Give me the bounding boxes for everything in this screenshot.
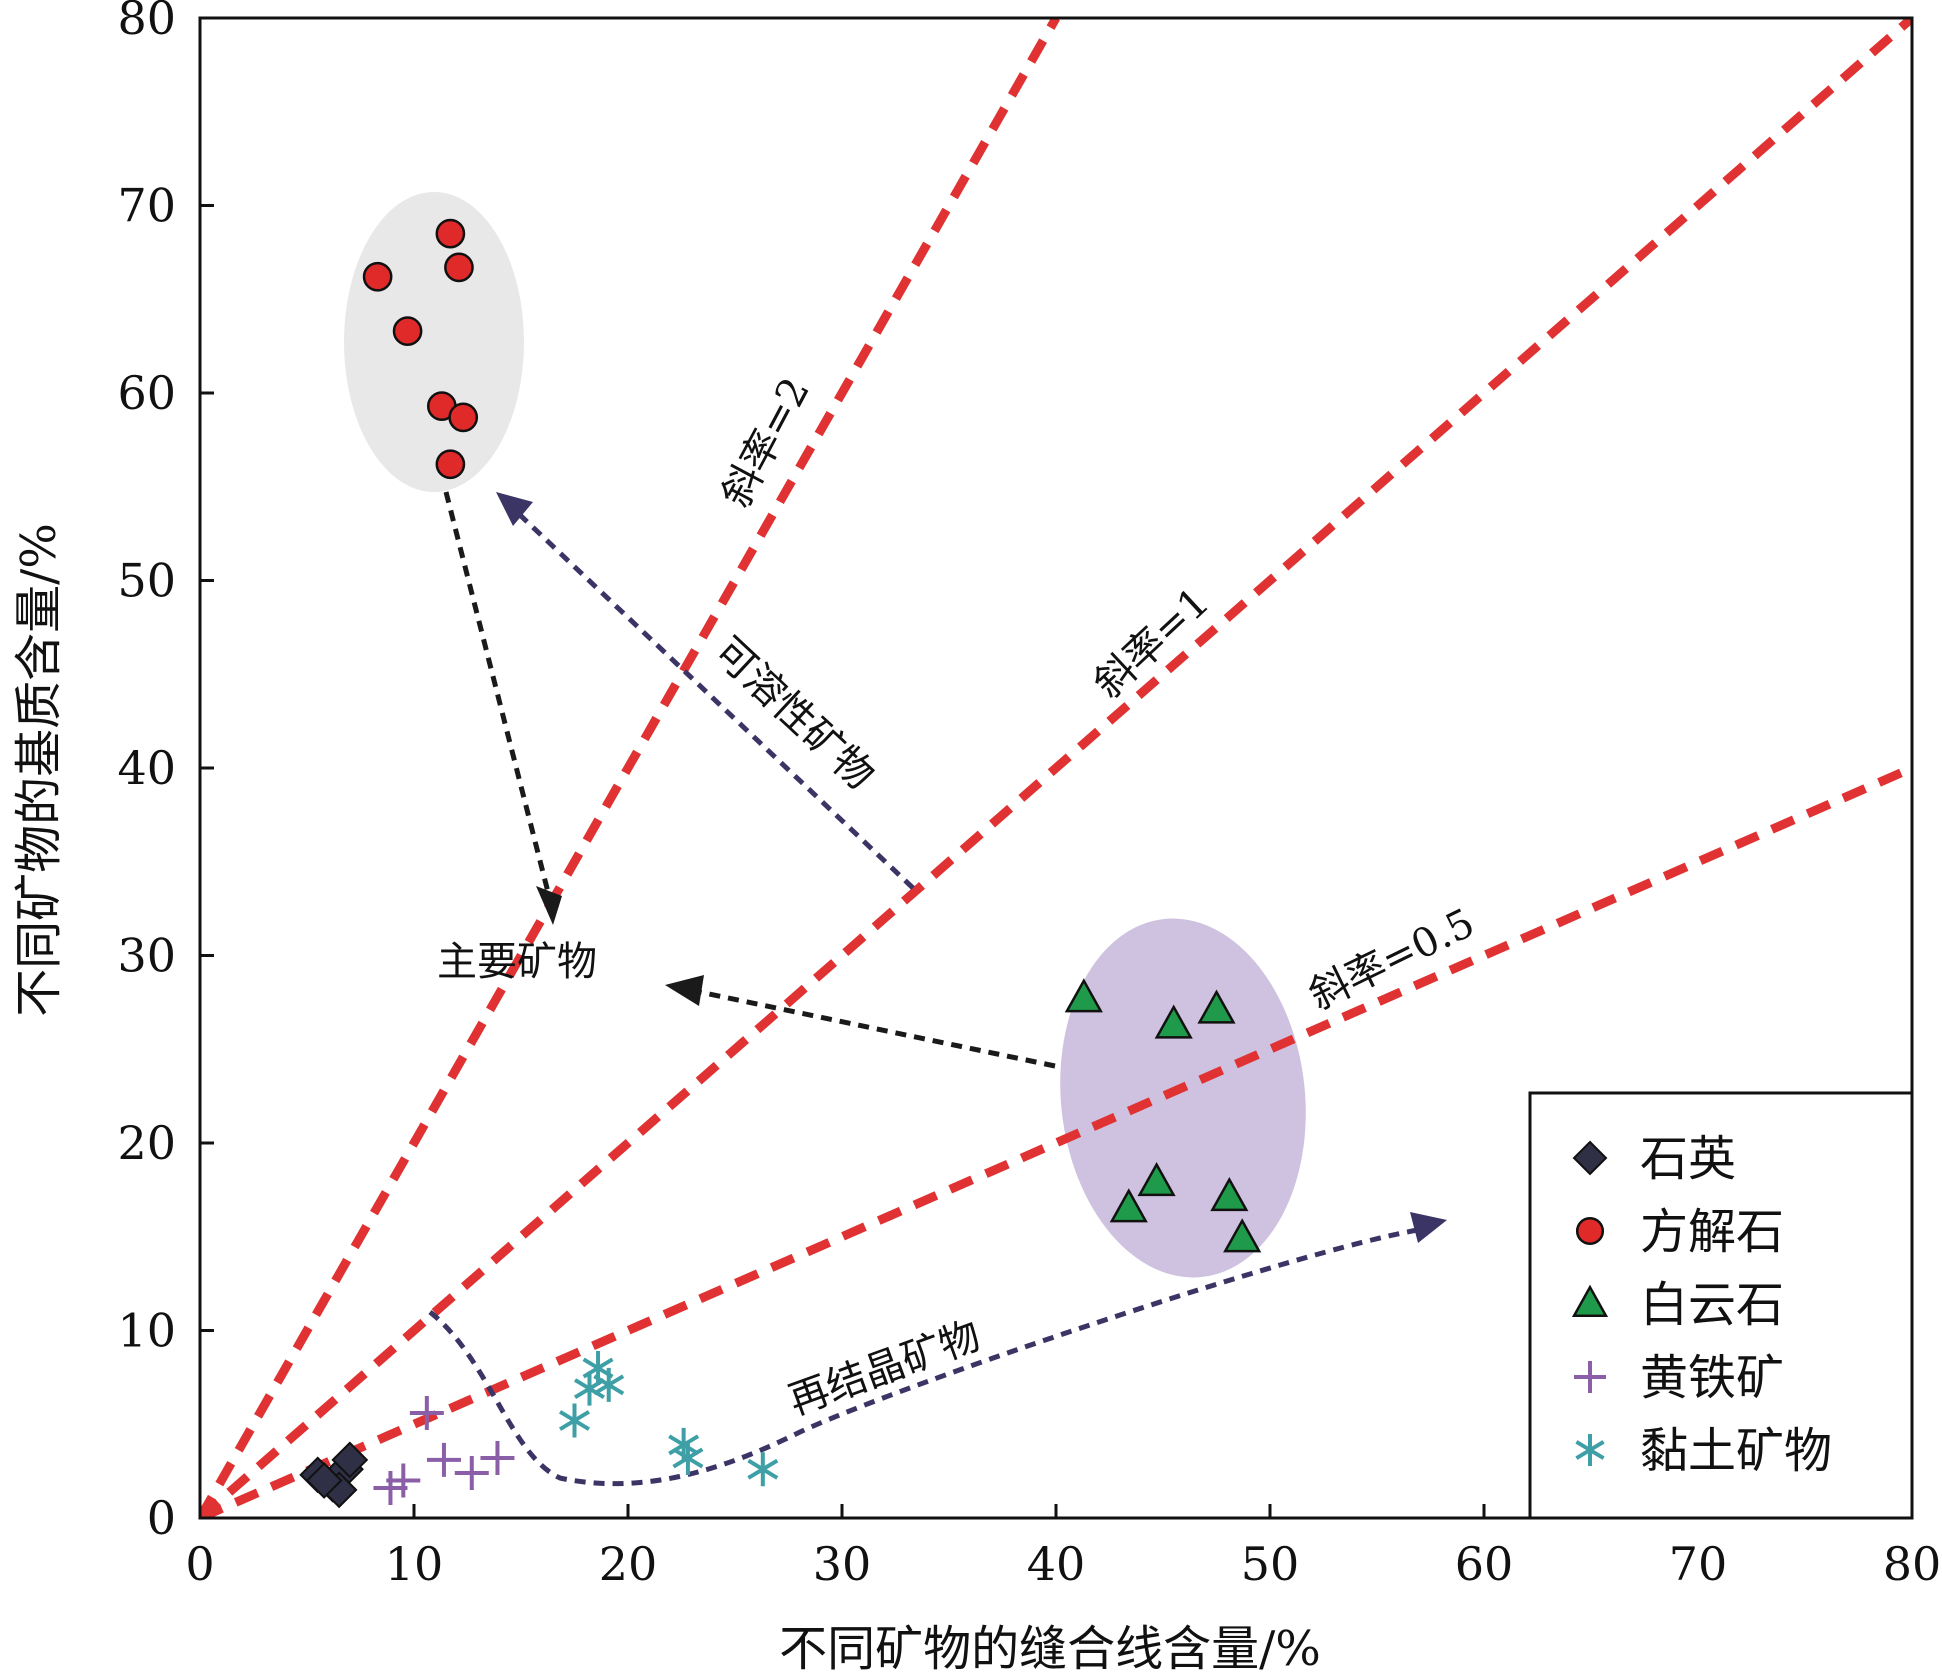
point-plus-1 <box>426 1442 461 1477</box>
y-tick-label-0: 0 <box>147 1491 176 1545</box>
point-circle-1 <box>392 316 423 346</box>
arrow-recrystal <box>428 1227 1419 1487</box>
point-circle-3 <box>444 252 474 283</box>
y-tick-label-7: 70 <box>117 179 176 233</box>
y-tick-label-1: 10 <box>117 1304 176 1358</box>
legend-label-1: 方解石 <box>1640 1204 1784 1260</box>
x-tick-label-6: 60 <box>1455 1537 1514 1591</box>
legend-marker-circle <box>1575 1216 1605 1246</box>
point-triangle-4 <box>1109 1188 1148 1223</box>
y-tick-label-4: 40 <box>117 741 176 795</box>
reference-line-slope-1 <box>200 18 1912 1518</box>
point-triangle-5 <box>1210 1176 1249 1212</box>
point-triangle-2 <box>1197 989 1236 1024</box>
y-tick-label-6: 60 <box>117 366 176 420</box>
point-plus-3 <box>480 1441 515 1475</box>
arrowhead-soluble <box>496 492 533 526</box>
point-triangle-6 <box>1223 1218 1262 1253</box>
x-tick-label-1: 10 <box>385 1537 444 1591</box>
legend-label-0: 石英 <box>1640 1131 1736 1187</box>
label-slope-05: 斜率=0.5 <box>1302 900 1481 1019</box>
point-circle-2 <box>435 218 466 249</box>
legend-marker-plus <box>1574 1361 1606 1393</box>
dolomite-cluster-ellipse <box>1060 918 1306 1278</box>
axis-ticks: 0 10 20 30 40 50 60 70 80 0 10 20 30 40 50 60 70 80 <box>117 0 1941 1591</box>
point-diamond-3 <box>331 1441 369 1479</box>
arrowhead-dolomite-to-main <box>665 975 704 1006</box>
point-circle-6 <box>435 449 466 480</box>
x-tick-label-4: 40 <box>1027 1537 1086 1591</box>
point-triangle-3 <box>1137 1161 1176 1197</box>
legend-label-3: 黄铁矿 <box>1640 1350 1784 1406</box>
arrowhead-calcite-to-main <box>536 886 562 925</box>
calcite-cluster-ellipse <box>344 192 524 492</box>
point-triangle-1 <box>1154 1004 1193 1039</box>
x-tick-label-5: 50 <box>1241 1537 1300 1591</box>
x-tick-label-7: 70 <box>1669 1537 1728 1591</box>
arrowhead-recrystal <box>1410 1212 1447 1243</box>
point-circle-5 <box>448 402 479 433</box>
point-circle-0 <box>362 261 393 292</box>
point-asterisk-0 <box>559 1403 590 1438</box>
y-tick-label-8: 80 <box>117 0 176 45</box>
point-asterisk-6 <box>747 1452 779 1487</box>
legend-marker-diamond <box>1572 1140 1608 1176</box>
point-plus-2 <box>454 1456 489 1490</box>
point-diamond-5 <box>305 1462 343 1499</box>
data-points <box>299 218 1262 1509</box>
x-tick-label-3: 30 <box>813 1537 872 1591</box>
y-tick-label-3: 30 <box>117 929 176 983</box>
x-tick-label-2: 20 <box>599 1537 658 1591</box>
annotation-arrows <box>428 491 1447 1487</box>
x-tick-label-8: 80 <box>1883 1537 1942 1591</box>
arrow-dolomite-to-main <box>689 987 1056 1069</box>
legend-marker-asterisk <box>1575 1434 1605 1466</box>
label-main-minerals: 主要矿物 <box>437 939 597 985</box>
point-asterisk-3 <box>593 1367 625 1402</box>
x-axis-title: 不同矿物的缝合线含量/% <box>779 1621 1321 1677</box>
point-triangle-0 <box>1064 978 1103 1013</box>
legend-label-2: 白云石 <box>1640 1277 1784 1333</box>
reference-line-slope-2 <box>200 18 1060 1518</box>
y-axis-title: 不同矿物的基质含量/% <box>11 523 67 1017</box>
y-tick-label-5: 50 <box>117 554 176 608</box>
label-slope-2: 斜率=2 <box>713 370 819 514</box>
point-plus-5 <box>386 1463 421 1498</box>
reference-lines <box>200 18 1912 1518</box>
arrow-soluble <box>518 513 915 890</box>
x-tick-label-0: 0 <box>185 1537 214 1591</box>
arrow-calcite-to-main <box>443 491 553 901</box>
point-plus-0 <box>409 1396 444 1430</box>
legend-marker-triangle <box>1571 1284 1609 1318</box>
point-asterisk-5 <box>672 1441 704 1475</box>
legend-label-4: 黏土矿物 <box>1640 1423 1832 1479</box>
y-tick-label-2: 20 <box>117 1116 176 1170</box>
